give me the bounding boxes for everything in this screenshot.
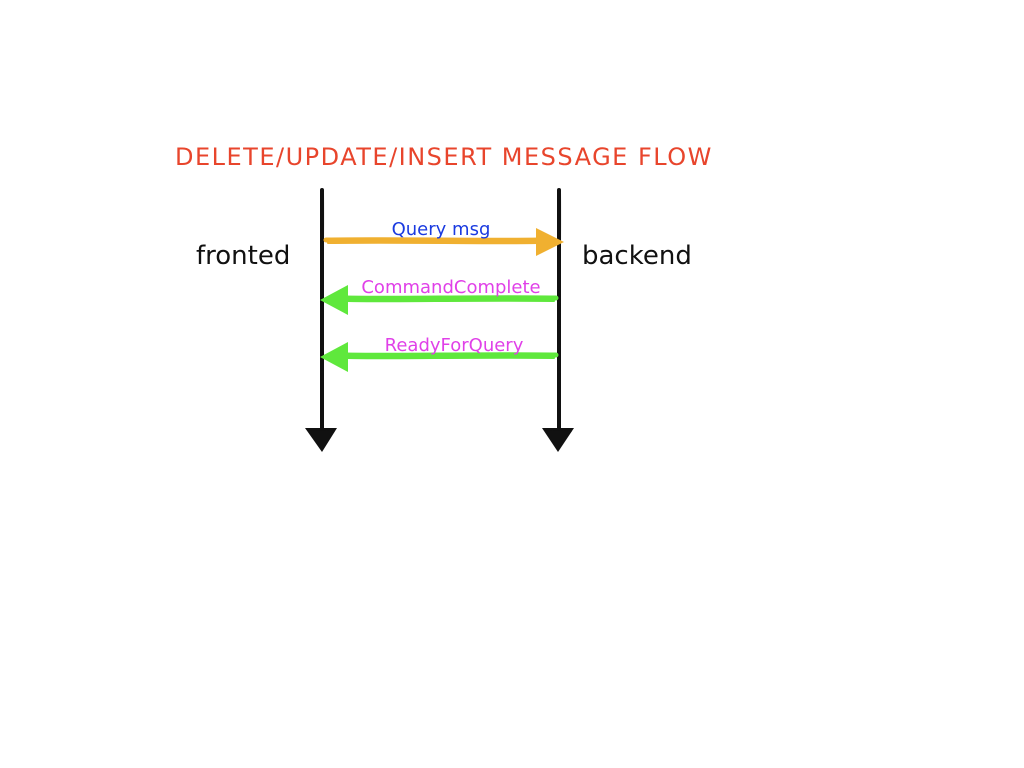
query-msg-arrow: [323, 228, 564, 256]
command-complete-arrowhead: [320, 285, 348, 315]
ready-for-query-label: ReadyForQuery: [385, 335, 524, 356]
diagram-title: DELETE/UPDATE/INSERT MESSAGE FLOW: [175, 143, 713, 171]
backend-lifeline: [542, 188, 574, 452]
ready-for-query-arrow: [320, 342, 559, 372]
ready-for-query-arrowhead: [320, 342, 348, 372]
query-msg-arrowhead: [536, 228, 564, 256]
frontend-label: fronted: [196, 241, 290, 271]
query-msg-label: Query msg: [392, 219, 491, 240]
command-complete-arrow: [320, 285, 559, 315]
frontend-lifeline: [305, 188, 337, 452]
command-complete-label: CommandComplete: [361, 277, 540, 298]
backend-label: backend: [582, 241, 692, 271]
